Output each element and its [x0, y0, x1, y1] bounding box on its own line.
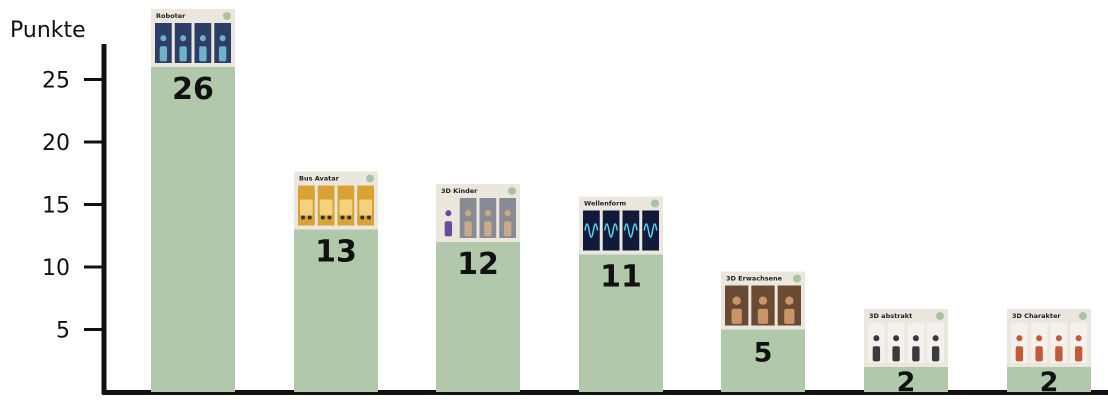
adult-portrait-icon: [751, 285, 775, 326]
bar: [151, 67, 235, 392]
robot-icon: [214, 23, 231, 63]
bar-value-label: 26: [172, 72, 214, 107]
waveform-icon: [622, 210, 640, 251]
card-badge-icon: [1079, 312, 1087, 320]
bar-group: Wellenform 11: [579, 196, 663, 392]
character-icon: [1050, 323, 1068, 363]
child-portrait-icon: [479, 198, 497, 238]
bar-value-label: 2: [1040, 367, 1059, 396]
thumbnail-card: Roboter: [151, 9, 235, 67]
child-portrait-icon: [459, 198, 477, 238]
category-label: 3D abstrakt: [869, 312, 912, 320]
y-tick-label: 10: [42, 256, 70, 281]
adult-portrait-icon: [725, 285, 749, 326]
abstract-figure-icon: [887, 323, 905, 363]
bar-value-label: 13: [315, 235, 357, 270]
bar-group: 3D abstrakt 2: [864, 309, 948, 398]
bar-group: Roboter 26: [151, 9, 235, 392]
thumbnail-card: 3D Erwachsene: [721, 271, 805, 330]
bar: [436, 242, 520, 392]
card-badge-icon: [508, 187, 516, 195]
category-label: 3D Kinder: [441, 187, 478, 195]
bar: [294, 229, 378, 392]
bar-group: 3D Kinder 12: [436, 184, 520, 392]
bus-icon: [337, 185, 355, 226]
card-badge-icon: [793, 274, 801, 283]
abstract-figure-icon: [927, 323, 944, 363]
bar: [1007, 367, 1091, 392]
bus-icon: [298, 185, 315, 226]
category-label: Bus Avatar: [299, 175, 340, 183]
y-tick-label: 5: [56, 319, 70, 344]
waveform-icon: [583, 210, 600, 251]
card-badge-icon: [223, 12, 231, 20]
category-label: Roboter: [156, 12, 186, 20]
bar-value-label: 5: [754, 338, 773, 369]
y-tick-label: 15: [42, 194, 70, 219]
character-icon: [1030, 323, 1048, 363]
card-badge-icon: [651, 199, 659, 208]
character-icon: [1070, 323, 1087, 363]
bar: [864, 367, 948, 392]
thumbnail-card: 3D Kinder: [436, 184, 520, 242]
bar-value-label: 2: [897, 367, 916, 396]
bus-icon: [357, 185, 374, 226]
character-icon: [1011, 323, 1028, 363]
y-ticks: 5 10 15 20 25: [42, 69, 104, 344]
category-label: Wellenform: [584, 200, 626, 208]
card-badge-icon: [366, 174, 374, 183]
bar: [579, 254, 663, 392]
card-badge-icon: [936, 312, 944, 320]
bars: Roboter 26 Bus Avatar 13 3D Kinder 12 Wellenfo…: [151, 9, 1091, 398]
y-tick-label: 25: [42, 69, 70, 94]
abstract-figure-icon: [907, 323, 925, 363]
bar-group: Bus Avatar 13: [294, 171, 378, 392]
child-portrait-icon: [499, 198, 516, 238]
robot-icon: [174, 23, 192, 63]
bus-icon: [317, 185, 335, 226]
robot-icon: [194, 23, 212, 63]
robot-icon: [155, 23, 172, 63]
thumbnail-card: 3D abstrakt: [864, 309, 948, 367]
thumbnail-card: Wellenform: [579, 196, 663, 255]
bar: [721, 329, 805, 392]
bar-value-label: 12: [457, 247, 499, 282]
category-label: 3D Erwachsene: [726, 275, 783, 283]
thumbnail-card: Bus Avatar: [294, 171, 378, 230]
y-tick-label: 20: [42, 131, 70, 156]
bar-group: 3D Erwachsene 5: [721, 271, 805, 392]
bar-group: 3D Charakter 2: [1007, 309, 1091, 398]
waveform-icon: [642, 210, 659, 251]
waveform-icon: [602, 210, 620, 251]
bar-value-label: 11: [600, 260, 642, 295]
abstract-figure-icon: [868, 323, 885, 363]
thumbnail-card: 3D Charakter: [1007, 309, 1091, 367]
y-axis-title: Punkte: [10, 18, 86, 43]
child-figure-icon: [440, 198, 457, 238]
adult-portrait-icon: [777, 285, 801, 326]
category-label: 3D Charakter: [1012, 312, 1061, 320]
